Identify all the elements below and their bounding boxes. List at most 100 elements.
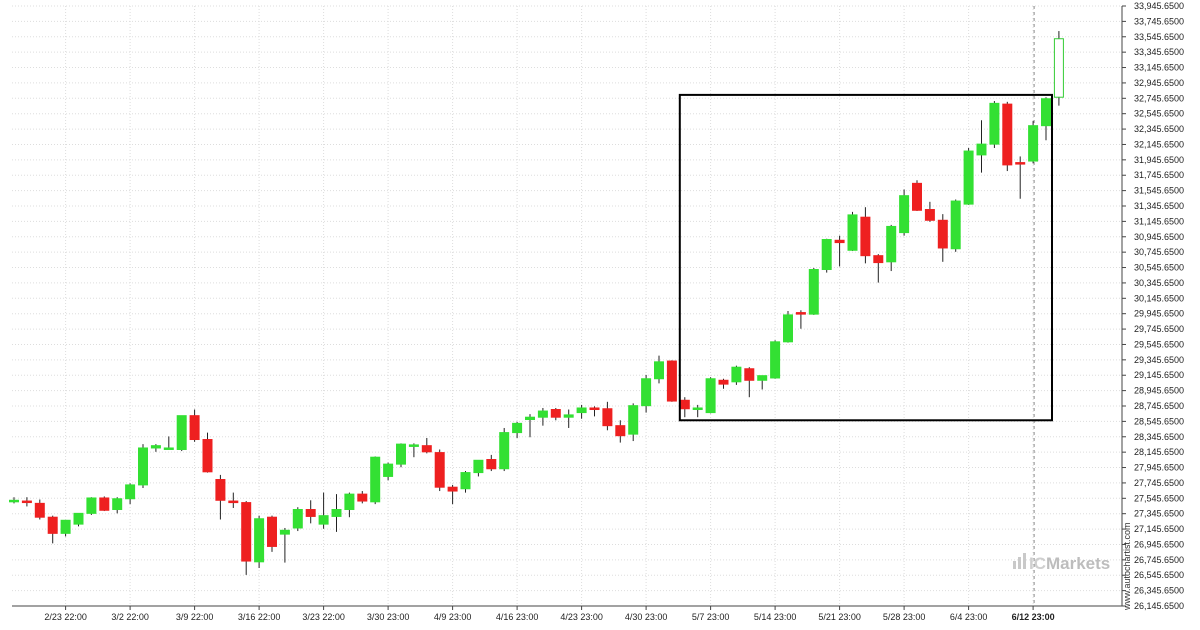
candle-body <box>125 484 136 500</box>
watermark-site: www.autochartist.com <box>1122 522 1132 611</box>
candle-body <box>808 269 819 315</box>
candle <box>641 374 652 413</box>
candle-body <box>679 399 690 410</box>
y-tick-label: 28,145.6500 <box>1134 447 1184 457</box>
candle-body <box>331 509 342 517</box>
x-tick-label: 4/30 23:00 <box>625 612 668 622</box>
candle <box>47 515 58 544</box>
candle-body <box>344 493 355 511</box>
candle-body <box>99 497 110 511</box>
candle <box>963 147 974 205</box>
pattern-box <box>678 93 1053 422</box>
candle <box>60 519 71 537</box>
candle-body <box>254 518 265 563</box>
candle <box>21 497 32 507</box>
candle <box>370 456 381 505</box>
candle <box>254 515 265 568</box>
y-tick-label: 30,545.6500 <box>1134 263 1184 273</box>
candle <box>34 499 45 520</box>
y-tick-label: 29,945.6500 <box>1134 309 1184 319</box>
candle-body <box>189 415 200 441</box>
candle-body <box>937 219 948 249</box>
candle <box>654 355 664 384</box>
candle-body <box>821 239 832 271</box>
y-tick-label: 26,345.6500 <box>1134 586 1184 596</box>
y-tick-label: 31,145.6500 <box>1134 216 1184 226</box>
candle-body <box>421 445 432 453</box>
y-tick-label: 33,745.6500 <box>1134 16 1184 26</box>
y-tick-label: 28,345.6500 <box>1134 432 1184 442</box>
candle-body <box>525 416 535 421</box>
x-tick-label: 4/9 23:00 <box>434 612 472 622</box>
y-tick-label: 27,945.6500 <box>1134 463 1184 473</box>
y-tick-label: 30,145.6500 <box>1134 293 1184 303</box>
candle-body <box>112 498 123 511</box>
candle <box>912 180 922 212</box>
candle-body <box>744 368 755 381</box>
candle <box>537 407 548 426</box>
candle-body <box>989 102 1000 145</box>
candle <box>1041 97 1051 141</box>
candle-body <box>770 341 781 379</box>
y-tick-label: 31,945.6500 <box>1134 155 1184 165</box>
y-tick-label: 29,745.6500 <box>1134 324 1184 334</box>
y-tick-label: 33,345.6500 <box>1134 47 1184 57</box>
candle-body <box>499 432 510 470</box>
candle-body <box>512 422 523 434</box>
candle-body <box>654 361 664 380</box>
candle-body <box>1028 125 1039 162</box>
candle-body <box>241 502 252 562</box>
candle-body <box>666 360 677 402</box>
candle <box>9 497 19 504</box>
candle <box>783 311 793 343</box>
candle <box>408 443 419 458</box>
candle-body <box>228 500 239 504</box>
candle <box>318 492 329 529</box>
candle-body <box>641 378 652 407</box>
y-tick-label: 26,145.6500 <box>1134 601 1184 611</box>
candle-body <box>912 182 922 211</box>
y-tick-label: 27,745.6500 <box>1134 478 1184 488</box>
candle <box>834 235 845 267</box>
candle-body <box>718 379 729 385</box>
candle <box>499 427 510 472</box>
candle <box>576 404 587 419</box>
candle <box>292 507 303 532</box>
candle <box>125 483 136 505</box>
candle <box>692 404 703 418</box>
y-tick-label: 33,945.6500 <box>1134 1 1184 11</box>
pattern-rectangle <box>678 93 1053 422</box>
candle-body <box>899 195 910 234</box>
candle-body <box>305 509 316 517</box>
candle-body <box>163 447 174 450</box>
candle-body <box>215 479 226 501</box>
candle-body <box>1002 103 1013 166</box>
y-tick-label: 33,145.6500 <box>1134 63 1184 73</box>
candle <box>976 120 987 173</box>
x-tick-label: 5/21 23:00 <box>818 612 861 622</box>
x-tick-label: 3/16 22:00 <box>238 612 281 622</box>
candle <box>589 406 600 417</box>
candle-body <box>834 239 845 244</box>
candle-body <box>357 493 368 502</box>
y-tick-label: 32,145.6500 <box>1134 139 1184 149</box>
candle <box>434 449 445 492</box>
candle-series <box>9 31 1064 575</box>
candle-body <box>537 410 548 418</box>
candle-body <box>34 502 45 518</box>
candle <box>628 403 639 442</box>
y-tick-label: 32,745.6500 <box>1134 93 1184 103</box>
icmarkets-logo-icon <box>1013 553 1026 569</box>
candle <box>821 238 832 273</box>
x-tick-label: 5/7 23:00 <box>692 612 730 622</box>
y-tick-label: 27,545.6500 <box>1134 493 1184 503</box>
gridlines <box>12 5 1122 607</box>
candle-body <box>976 143 987 156</box>
x-tick-label: 3/23 22:00 <box>302 612 345 622</box>
candle <box>150 444 161 452</box>
candle <box>1053 31 1064 106</box>
watermark: ICMarkets www.autochartist.com <box>1013 522 1132 611</box>
candle-body <box>73 512 84 525</box>
candle <box>86 497 97 515</box>
